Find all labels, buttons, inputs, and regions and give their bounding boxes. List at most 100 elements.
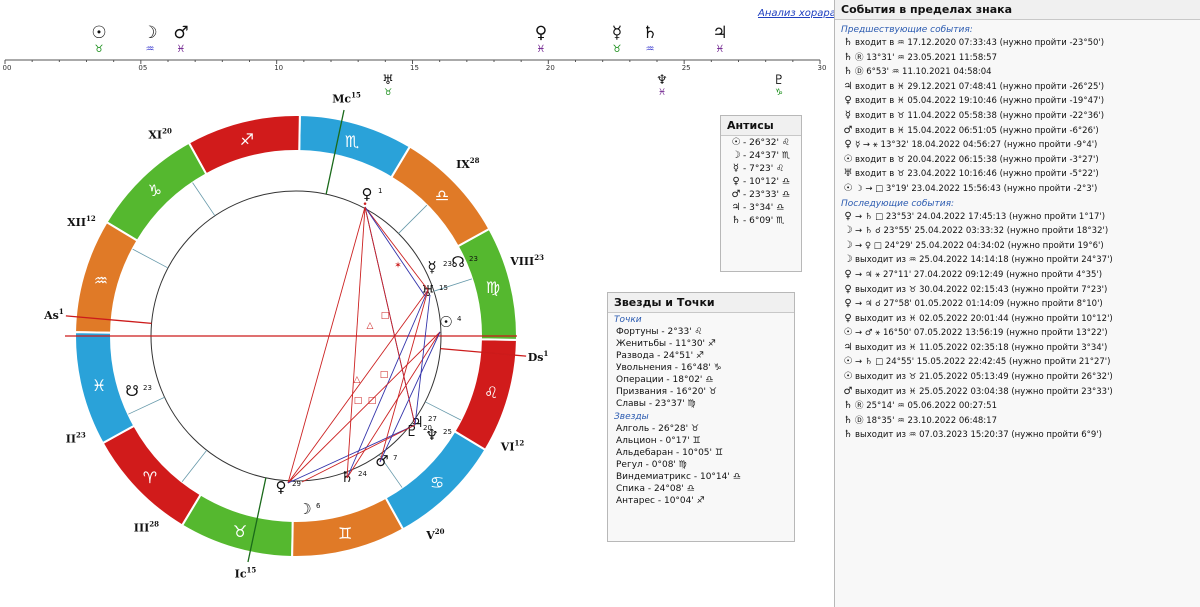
star-row-text: Альцион - 0°17' ♊ — [616, 436, 701, 446]
planet-symbol-icon: ☿ — [844, 109, 852, 121]
antiscia-row-text: - 6°09' ♏ — [743, 216, 785, 226]
planet-symbol-icon: ♄ — [843, 37, 853, 48]
bottom-planet-glyph-icon: ♅ — [382, 73, 394, 88]
top-planet-glyph-icon: ♄ — [642, 23, 657, 43]
wheel-planet-degree: 27 — [428, 415, 437, 423]
house-cusp-line — [325, 109, 345, 195]
point-row-text: Призвания - 16°20' ♉ — [616, 387, 717, 397]
top-planet-glyph-icon: ♀ — [535, 23, 547, 43]
next-event-row: ♀ → ♄ □ 23°53' 24.04.2022 17:45:13 (нужно… — [835, 210, 1200, 225]
house-label-degree: 12 — [86, 214, 96, 223]
planet-symbol-icon: ☽ — [843, 254, 853, 266]
house-label-degree: 20 — [162, 127, 172, 136]
planet-symbol-icon: ☽ — [843, 225, 853, 237]
star-row-text: Альдебаран - 10°05' ♊ — [616, 448, 723, 458]
next-event-row-text: Ⓡ 25°14' ♒ 05.06.2022 00:27:51 — [855, 401, 997, 412]
aspect-line — [346, 331, 441, 479]
next-event-row: ♃ выходит из ♓ 11.05.2022 02:35:18 (нужно… — [835, 341, 1200, 356]
wheel-planet-glyph-icon: ☋ — [125, 382, 138, 400]
ruler-tick-label: 30 — [818, 64, 827, 72]
top-planet-glyph-icon: ☽ — [142, 23, 157, 43]
zodiac-sign-icon: ♊ — [338, 524, 352, 543]
aspect-marker-icon: □ — [380, 370, 389, 380]
planet-symbol-icon: ♀ — [844, 298, 852, 310]
planet-symbol-icon: ☉ — [843, 371, 853, 383]
house-label-degree: 23 — [76, 431, 86, 440]
point-row-text: Развода - 24°51' ♐ — [616, 351, 705, 361]
house-label: Ds1 — [528, 349, 549, 364]
house-cusp-line — [378, 454, 403, 488]
house-label-degree: 15 — [247, 566, 257, 575]
previous-events-label: Предшествующие события: — [841, 25, 973, 35]
house-label: As1 — [43, 307, 64, 322]
next-event-row: ♄ Ⓡ 25°14' ♒ 05.06.2022 00:27:51 — [835, 399, 1200, 414]
next-event-row: ☽ → ♀ □ 24°29' 25.04.2022 04:34:02 (нужно… — [835, 239, 1200, 254]
planet-symbol-icon: ☉ — [843, 182, 853, 194]
zodiac-sign-icon: ♏ — [345, 132, 359, 151]
point-row-text: Славы - 23°37' ♍ — [616, 399, 696, 409]
wheel-planet-glyph-icon: ☊ — [451, 253, 464, 271]
aspect-line — [287, 424, 416, 484]
aspect-marker-icon: ✶ — [394, 261, 402, 271]
next-event-row-text: выходит из ♉ 30.04.2022 02:15:43 (нужно … — [855, 284, 1108, 295]
next-event-row: ☽ → ♄ ☌ 23°55' 25.04.2022 03:33:32 (нужно… — [835, 224, 1200, 239]
planet-symbol-icon: ♃ — [843, 80, 853, 92]
point-row: Женитьбы - 11°30' ♐ — [608, 338, 794, 350]
point-row: Фортуны - 2°33' ♌ — [608, 326, 794, 338]
house-label: VI12 — [500, 438, 525, 453]
planet-symbol-icon: ♀ — [844, 312, 852, 324]
top-planet-glyph-icon: ☉ — [91, 23, 106, 43]
previous-event-row-text: Ⓓ 6°53' ♒ 11.10.2021 04:58:04 — [855, 67, 992, 78]
house-label-text: XI — [148, 129, 162, 142]
previous-event-row-text: входит в ♉ 20.04.2022 06:15:38 (нужно пр… — [855, 154, 1099, 165]
stars-points-title: Звезды и Точки — [608, 293, 794, 313]
previous-event-row: ♂ входит в ♓ 15.04.2022 06:51:05 (нужно п… — [835, 124, 1200, 139]
planet-symbol-icon: ☽ — [843, 239, 853, 251]
planet-symbol-icon: ♀ — [844, 268, 852, 280]
planet-symbol-icon: ♅ — [843, 168, 853, 180]
zodiac-sign-icon: ♎ — [435, 186, 449, 205]
aspect-marker-icon: △ — [367, 321, 374, 331]
house-label-text: VIII — [509, 255, 534, 268]
top-planet-sign-icon: ♉ — [613, 44, 622, 55]
antiscia-row: ♀ - 10°12' ♎ — [721, 175, 801, 188]
point-row: Призвания - 16°20' ♉ — [608, 386, 794, 398]
house-label-text: As — [43, 309, 59, 322]
wheel-planet-degree: 4 — [457, 315, 462, 323]
top-planet-sign-icon: ♓ — [716, 44, 725, 55]
top-planet-sign-icon: ♓ — [177, 44, 186, 55]
house-cusp-line — [192, 182, 216, 217]
antiscia-row-text: - 23°33' ♎ — [743, 190, 790, 200]
next-event-row-text: → ♃ ☌ 27°58' 01.05.2022 01:14:09 (нужно … — [855, 299, 1103, 310]
antiscia-row: ♂ - 23°33' ♎ — [721, 188, 801, 201]
next-event-row-text: выходит из ♒ 25.04.2022 14:14:18 (нужно … — [855, 255, 1113, 266]
aspect-line — [364, 206, 429, 291]
top-planet-sign-icon: ♉ — [95, 44, 104, 55]
next-event-row-text: выходит из ♓ 25.05.2022 03:04:38 (нужно … — [855, 386, 1113, 397]
top-planet-glyph-icon: ☿ — [612, 23, 622, 43]
house-label: XII12 — [67, 214, 96, 229]
planet-symbol-icon: ☉ — [731, 137, 741, 148]
previous-event-row: ♄ входит в ♒ 17.12.2020 07:33:43 (нужно п… — [835, 36, 1200, 51]
star-row: Виндемиатрикс - 10°14' ♎ — [608, 471, 794, 483]
star-row-text: Виндемиатрикс - 10°14' ♎ — [616, 472, 741, 482]
planet-symbol-icon: ♃ — [731, 202, 741, 213]
previous-event-row: ♀ ☿ → ⚹ 13°32' 18.04.2022 04:56:27 (нужно… — [835, 138, 1200, 153]
planet-symbol-icon: ♄ — [843, 429, 853, 441]
degree-ruler: 00 05 10 15 20 25 30 — [3, 59, 827, 72]
events-title: События в пределах знака — [835, 0, 1200, 20]
house-label-text: Mc — [332, 92, 351, 105]
aspect-marker-icon: △ — [354, 375, 361, 385]
antiscia-row: ♃ - 3°34' ♎ — [721, 201, 801, 214]
planet-symbol-icon: ♄ — [843, 66, 853, 78]
star-row: Альцион - 0°17' ♊ — [608, 435, 794, 447]
ruler-tick-label: 15 — [410, 64, 419, 72]
planet-symbol-icon: ♂ — [843, 124, 853, 136]
zodiac-sign-icon: ♉ — [233, 522, 247, 541]
horary-analysis-link[interactable]: Анализ хорара... — [758, 8, 846, 19]
zodiac-sign-icon: ♓ — [92, 376, 106, 395]
wheel-planet-glyph-icon: ♇ — [405, 422, 418, 440]
zodiac-sign-icon: ♐ — [240, 130, 254, 149]
next-event-row: ♄ выходит из ♒ 07.03.2023 15:20:37 (нужно… — [835, 428, 1200, 443]
next-event-row: ☉ → ♂ ⚹ 16°50' 07.05.2022 13:56:19 (нужно… — [835, 326, 1200, 341]
